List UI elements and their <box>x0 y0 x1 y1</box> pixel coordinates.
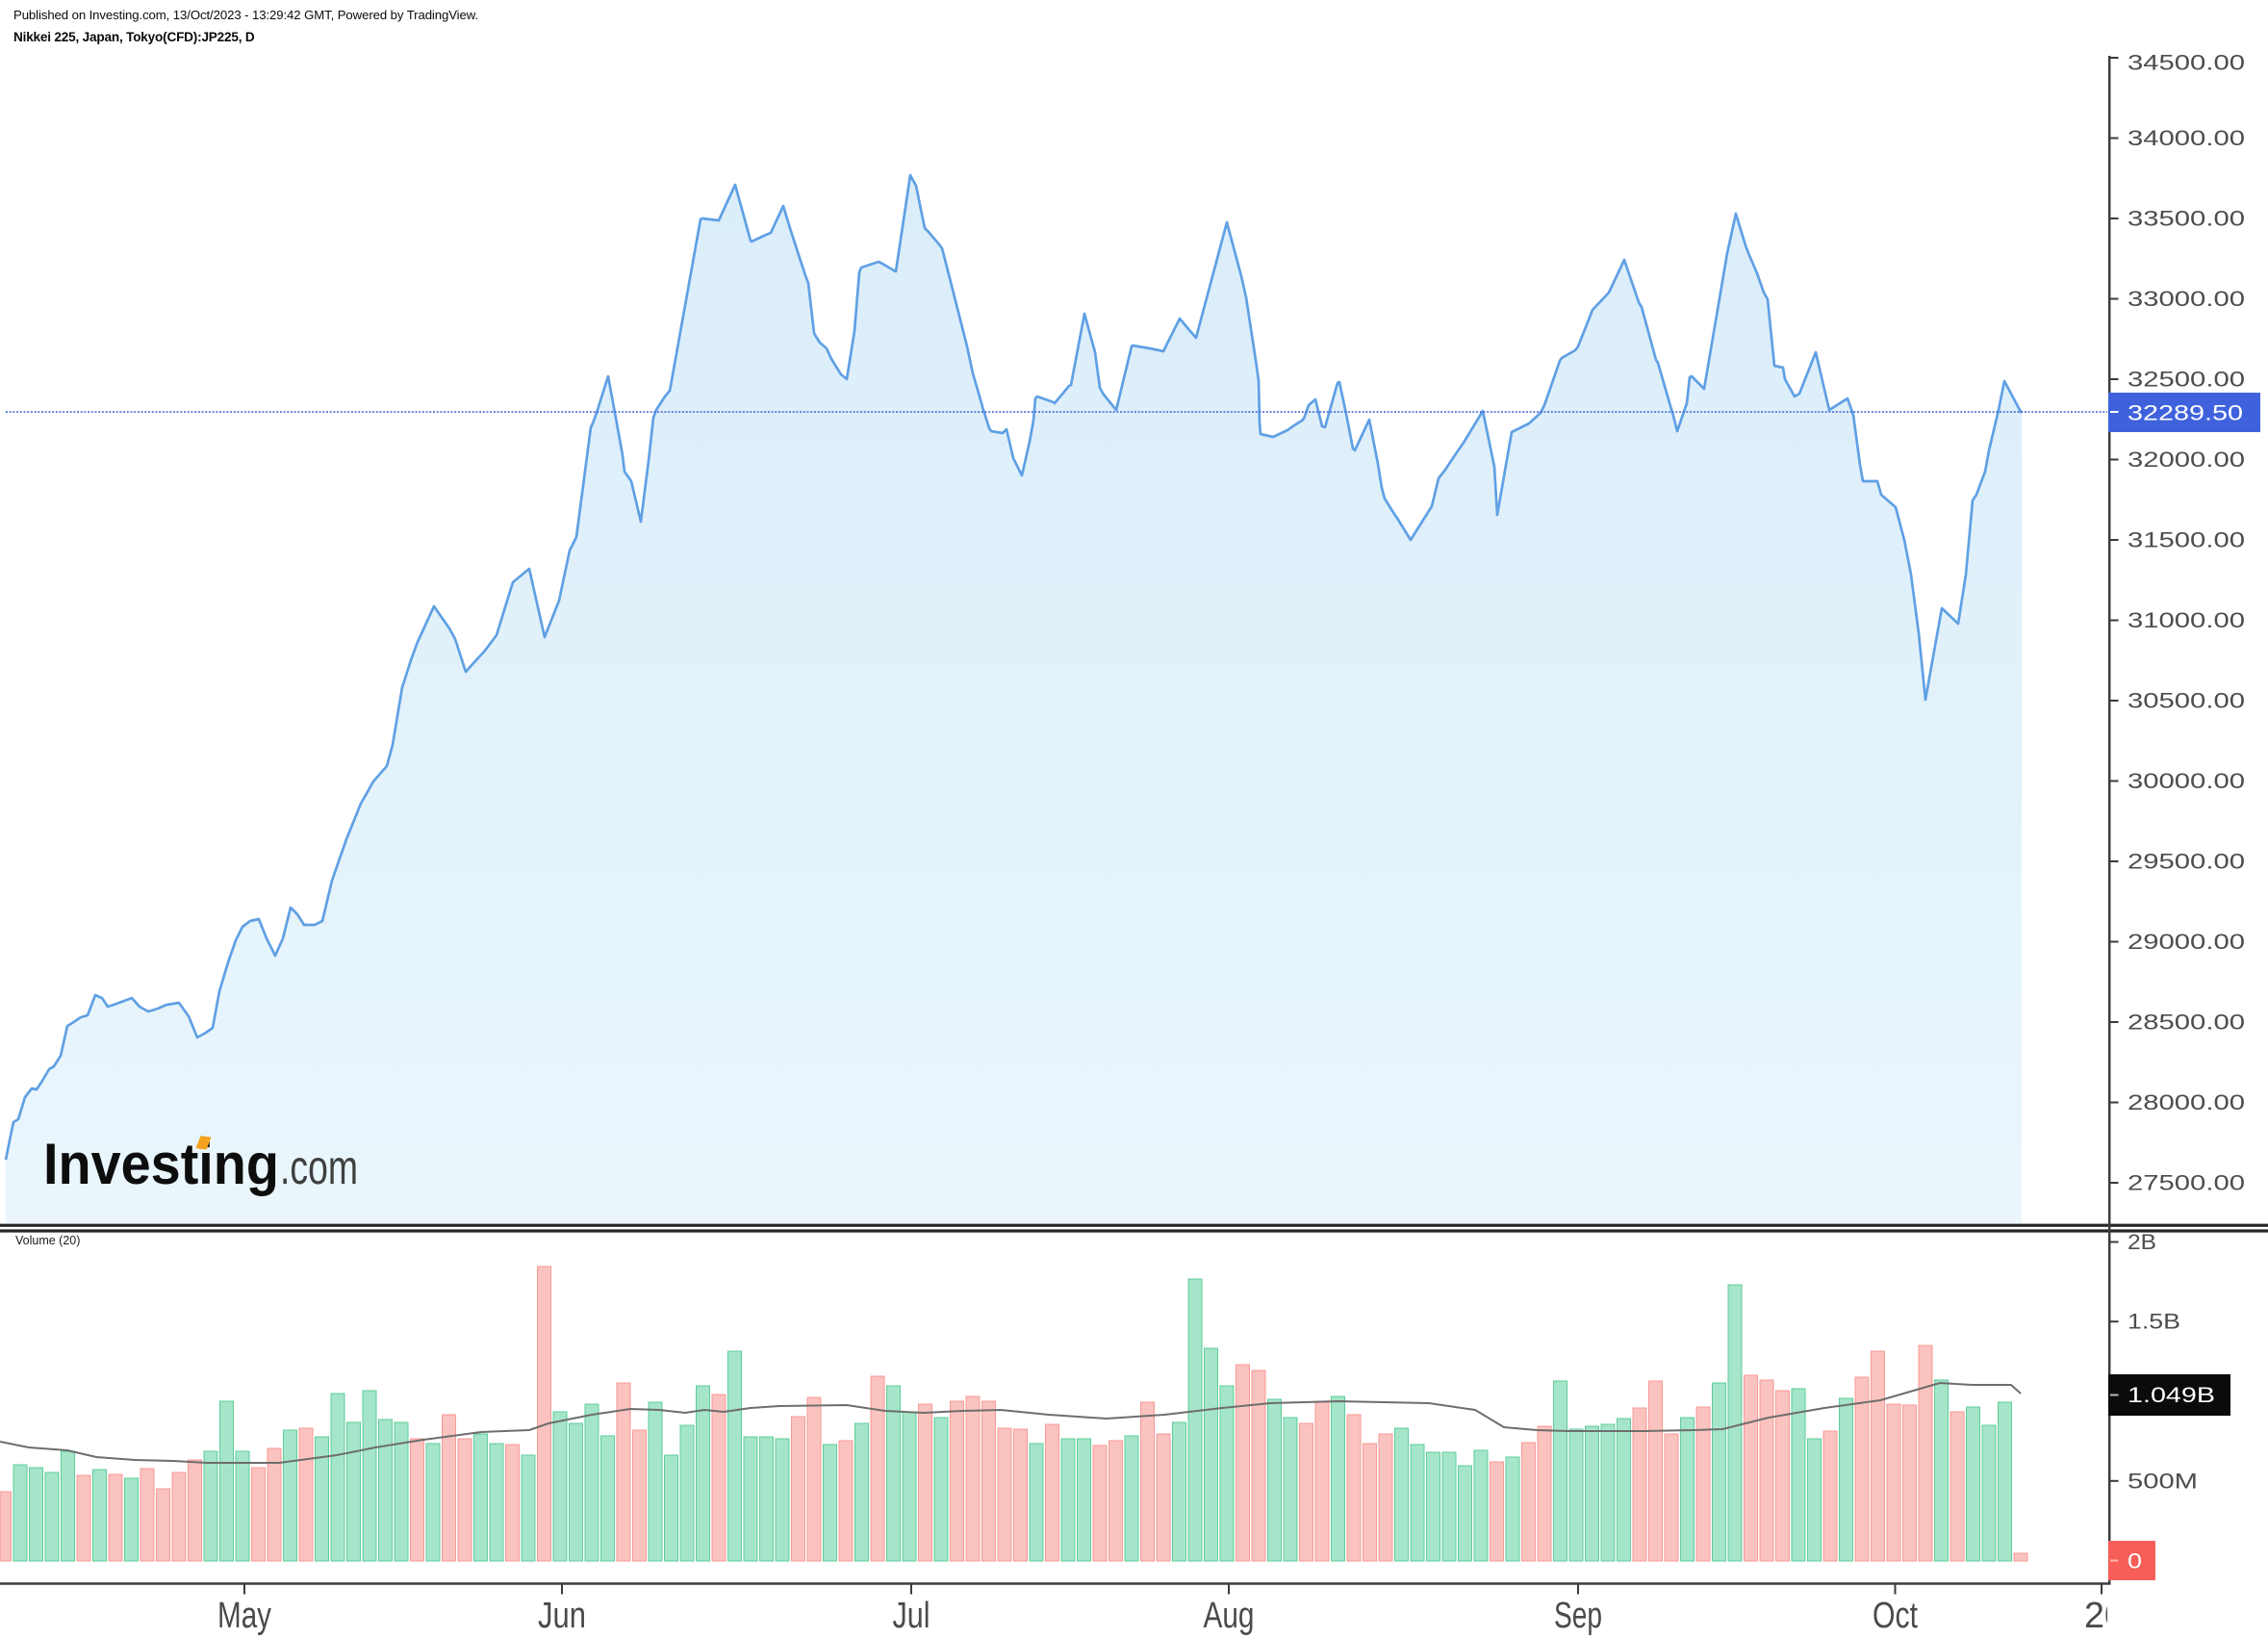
svg-text:Investing: Investing <box>43 1132 279 1196</box>
svg-text:30000.00: 30000.00 <box>2128 769 2245 793</box>
svg-text:Jun: Jun <box>538 1596 586 1636</box>
svg-text:Aug: Aug <box>1204 1596 1255 1636</box>
svg-text:2B: 2B <box>2128 1230 2156 1254</box>
svg-text:.com: .com <box>280 1140 358 1194</box>
svg-text:34000.00: 34000.00 <box>2128 126 2245 150</box>
svg-text:29000.00: 29000.00 <box>2128 930 2245 954</box>
svg-text:20: 20 <box>2084 1596 2125 1636</box>
svg-text:Sep: Sep <box>1554 1596 1602 1636</box>
svg-text:27500.00: 27500.00 <box>2128 1171 2245 1195</box>
svg-text:31000.00: 31000.00 <box>2128 608 2245 632</box>
svg-text:1.5B: 1.5B <box>2128 1310 2180 1334</box>
svg-text:1.049B: 1.049B <box>2128 1383 2215 1407</box>
svg-text:31500.00: 31500.00 <box>2128 528 2245 552</box>
svg-text:Jul: Jul <box>893 1596 930 1636</box>
svg-text:28000.00: 28000.00 <box>2128 1090 2245 1114</box>
svg-text:34500.00: 34500.00 <box>2128 51 2245 75</box>
svg-text:28500.00: 28500.00 <box>2128 1011 2245 1035</box>
svg-text:30500.00: 30500.00 <box>2128 689 2245 713</box>
svg-text:32500.00: 32500.00 <box>2128 368 2245 392</box>
svg-text:32289.50: 32289.50 <box>2128 401 2243 425</box>
svg-text:500M: 500M <box>2128 1469 2198 1493</box>
svg-text:29500.00: 29500.00 <box>2128 850 2245 874</box>
svg-text:May: May <box>217 1596 271 1636</box>
svg-text:0: 0 <box>2128 1549 2142 1574</box>
svg-text:33500.00: 33500.00 <box>2128 207 2245 231</box>
svg-text:Oct: Oct <box>1873 1596 1918 1636</box>
svg-text:32000.00: 32000.00 <box>2128 448 2245 472</box>
svg-text:33000.00: 33000.00 <box>2128 287 2245 311</box>
